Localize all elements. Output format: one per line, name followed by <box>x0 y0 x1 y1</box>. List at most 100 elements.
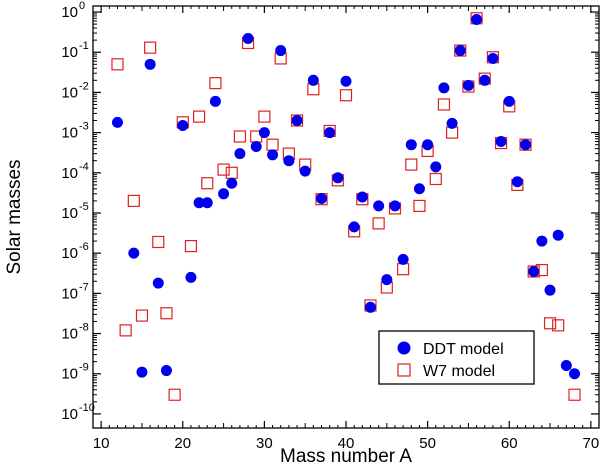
ddt-point <box>250 141 262 153</box>
ddt-point <box>422 139 434 151</box>
w7-point <box>160 307 173 320</box>
w7-point <box>339 89 353 102</box>
ddt-point <box>152 277 164 289</box>
y-tick-exponent: -10 <box>79 402 95 414</box>
w7-point <box>405 158 418 171</box>
y-tick-label: 10 <box>61 326 78 343</box>
w7-point <box>233 130 247 143</box>
x-tick-label: 30 <box>256 435 273 452</box>
w7-point <box>209 77 222 90</box>
y-tick-label: 10 <box>61 245 78 262</box>
y-tick-label: 10 <box>61 125 78 142</box>
y-tick-exponent: -7 <box>79 281 89 293</box>
ddt-point <box>193 197 205 209</box>
ddt-point <box>413 183 425 195</box>
ddt-point <box>438 82 450 94</box>
ddt-point <box>340 75 352 87</box>
ddt-point <box>479 74 491 86</box>
ddt-point <box>177 120 189 132</box>
ddt-point <box>560 360 572 372</box>
ddt-point <box>234 148 246 160</box>
y-tick-label: 10 <box>61 406 78 423</box>
y-tick-label: 10 <box>61 205 78 222</box>
ddt-point <box>446 117 458 129</box>
ddt-point <box>185 271 197 283</box>
w7-point <box>372 217 385 230</box>
ddt-point <box>373 200 385 212</box>
ddt-point <box>364 301 376 313</box>
w7-point <box>225 166 238 179</box>
ddt-point <box>356 191 368 203</box>
x-tick-label: 60 <box>501 435 518 452</box>
w7-point <box>568 388 581 401</box>
plot-frame <box>92 5 600 429</box>
ddt-point <box>511 176 523 188</box>
ddt-point <box>160 365 172 377</box>
x-tick-label: 50 <box>419 435 436 452</box>
y-tick-label: 10 <box>61 44 78 61</box>
ddt-point <box>218 188 230 200</box>
ddt-point <box>242 32 254 44</box>
w7-point <box>111 58 124 71</box>
ddt-point <box>495 136 507 148</box>
x-tick-label: 20 <box>174 435 191 452</box>
ddt-point <box>291 115 303 127</box>
w7-point <box>184 239 198 253</box>
ddt-point <box>226 177 238 189</box>
w7-point <box>152 235 165 249</box>
y-tick-label: 10 <box>61 84 78 101</box>
ddt-point <box>258 127 270 139</box>
ddt-point <box>552 229 564 241</box>
ddt-point <box>324 127 336 139</box>
y-tick-exponent: -8 <box>79 322 89 334</box>
w7-point <box>543 317 557 330</box>
w7-point <box>258 110 271 123</box>
y-tick-exponent: -4 <box>79 161 89 173</box>
x-tick-label: 40 <box>338 435 355 452</box>
w7-point <box>217 163 230 176</box>
ddt-point <box>283 155 295 167</box>
ddt-point <box>275 45 287 57</box>
x-tick-label: 10 <box>93 435 110 452</box>
legend-w7-label: W7 model <box>423 363 495 380</box>
w7-point <box>119 324 132 337</box>
ddt-point <box>487 52 499 64</box>
ddt-point <box>348 221 360 233</box>
ddt-point <box>528 265 540 277</box>
w7-point <box>429 172 442 186</box>
y-tick-label: 10 <box>61 285 78 302</box>
w7-point <box>192 110 206 123</box>
ddt-point <box>569 368 581 380</box>
ddt-point <box>462 79 474 91</box>
legend: DDT model W7 model <box>378 330 535 385</box>
y-axis-label: Solar masses <box>4 159 25 274</box>
ddt-point <box>454 45 466 57</box>
ddt-point <box>307 74 319 86</box>
mark-layer <box>111 12 581 401</box>
y-tick-label: 10 <box>61 366 78 383</box>
ddt-point <box>544 284 556 296</box>
w7-point <box>201 177 214 190</box>
ddt-point <box>136 366 148 378</box>
w7-point <box>552 319 565 332</box>
ddt-point <box>128 247 140 259</box>
y-tick-label: 10 <box>61 165 78 182</box>
legend-ddt-marker <box>397 341 411 355</box>
legend-box <box>378 330 535 385</box>
ddt-point <box>520 139 532 151</box>
w7-point <box>144 41 157 54</box>
ddt-point <box>536 235 548 247</box>
y-tick-exponent: -2 <box>79 80 89 92</box>
ddt-point <box>144 58 156 70</box>
w7-point <box>135 309 149 322</box>
y-tick-exponent: -5 <box>79 201 89 213</box>
ddt-point <box>201 197 213 209</box>
ddt-point <box>471 14 483 26</box>
legend-w7-marker <box>397 363 411 377</box>
w7-point <box>168 388 181 401</box>
y-tick-exponent: -9 <box>79 362 89 374</box>
w7-point <box>437 98 451 111</box>
ddt-point <box>381 274 393 286</box>
ddt-point <box>503 95 515 107</box>
w7-point <box>413 199 426 213</box>
